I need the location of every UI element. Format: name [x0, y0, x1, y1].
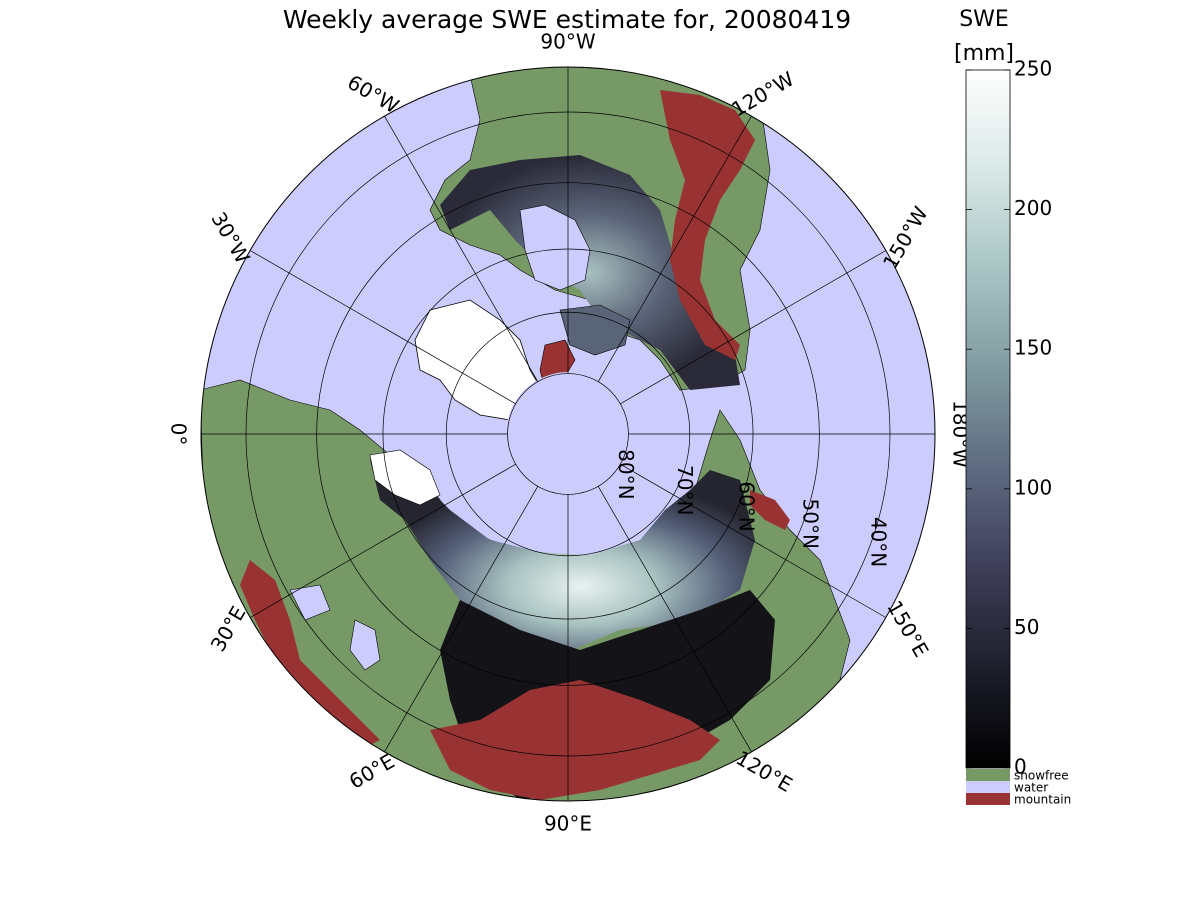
north-america-snow — [440, 155, 740, 390]
meridian-line — [620, 250, 887, 405]
colorbar-ticks: 0 50 100 150 200 250 — [966, 57, 1052, 779]
latitude-label: 40°N — [867, 517, 891, 567]
category-label-water: water — [1014, 781, 1048, 795]
colorbar: SWE [mm] 0 50 100 150 200 250 snowfreewatermo… — [954, 7, 1071, 807]
polar-map: 80°N 70°N 60°N 50°N 40°N 90°W120°W150°W180°W… — [167, 30, 973, 836]
kamchatka-mountains — [750, 490, 790, 530]
colorbar-tick-label: 0 — [1014, 755, 1027, 779]
longitude-label: 150°E — [882, 596, 933, 661]
longitude-label: 60°W — [343, 70, 403, 119]
colorbar-tick-label: 100 — [1014, 475, 1052, 499]
colorbar-tick-label: 250 — [1014, 57, 1052, 81]
longitude-label: 30°W — [206, 208, 255, 268]
longitude-label: 90°E — [544, 812, 592, 836]
colorbar-tick-label: 150 — [1014, 336, 1052, 360]
longitude-label: 90°W — [540, 30, 595, 54]
meridian-line — [384, 115, 539, 382]
category-swatch-water — [966, 781, 1010, 793]
category-swatch-mountain — [966, 793, 1010, 805]
meridian-line — [597, 115, 752, 382]
colorbar-gradient — [965, 69, 1011, 769]
latitude-label: 60°N — [734, 481, 758, 531]
arctic-ocean — [506, 372, 630, 496]
meridian-line — [249, 463, 516, 618]
arctic-islands — [559, 304, 631, 356]
category-swatch-snowfree — [966, 769, 1010, 781]
colorbar-tick-label: 200 — [1014, 196, 1052, 220]
hudson-bay — [519, 204, 591, 291]
latitude-label: 80°N — [614, 449, 638, 499]
asia-mountains — [430, 680, 720, 800]
colorbar-tick-label: 50 — [1014, 615, 1039, 639]
longitude-label: 150°W — [878, 202, 933, 273]
black-sea — [289, 584, 331, 621]
longitude-label: 120°E — [732, 746, 797, 797]
latitude-label: 50°N — [798, 499, 822, 549]
meridian-line — [384, 486, 539, 753]
longitude-label: 120°W — [727, 67, 798, 122]
longitude-label: 30°E — [206, 602, 251, 656]
map-border — [200, 66, 936, 802]
latitude-label: 70°N — [673, 465, 697, 515]
europe-mountains — [240, 560, 380, 750]
scandinavia — [369, 449, 441, 506]
latitude-labels: 80°N 70°N 60°N 50°N 40°N — [614, 449, 891, 567]
category-label-mountain: mountain — [1014, 793, 1071, 807]
colorbar-label-swe: SWE — [959, 7, 1009, 32]
category-label-snowfree: snowfree — [1014, 769, 1069, 783]
meridian-line — [597, 486, 752, 753]
colorbar-label-unit: [mm] — [954, 41, 1014, 66]
graticule — [201, 67, 935, 801]
meridian-line — [249, 250, 516, 405]
chart-title: Weekly average SWE estimate for, 2008041… — [283, 5, 851, 34]
meridian-line — [620, 463, 887, 618]
caspian-sea — [349, 619, 381, 671]
longitude-label: 0° — [167, 423, 191, 446]
